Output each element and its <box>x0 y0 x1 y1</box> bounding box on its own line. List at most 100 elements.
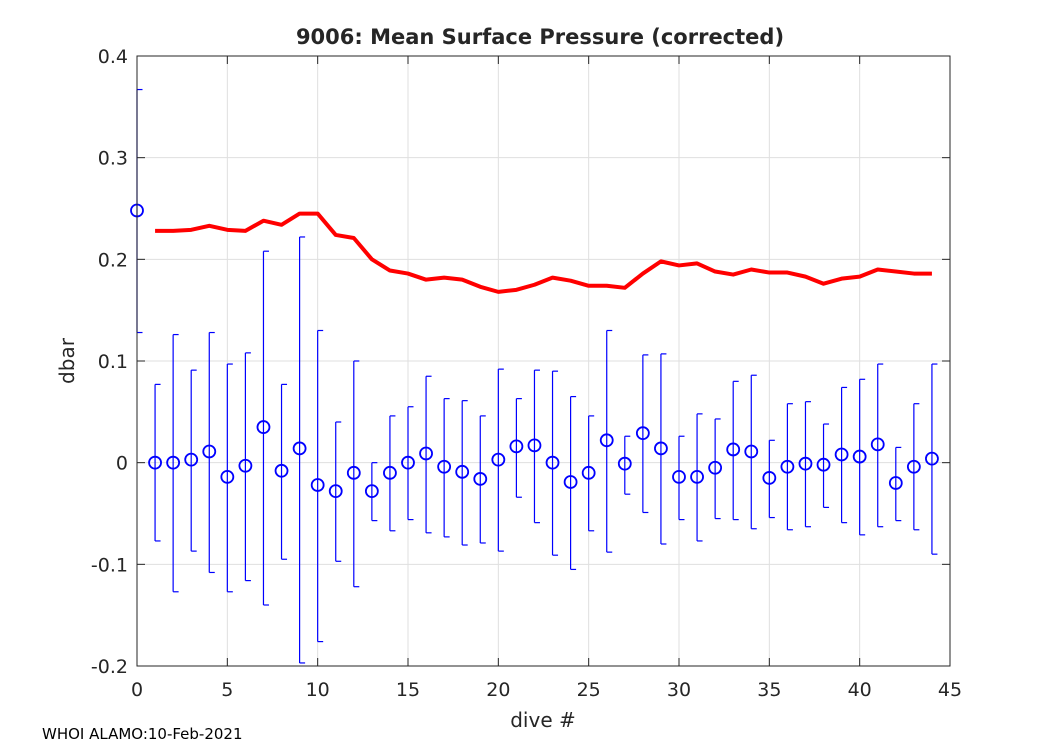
marker-circle <box>256 420 271 434</box>
data-point <box>852 378 867 536</box>
marker-circle <box>635 426 650 441</box>
marker-circle <box>202 444 217 459</box>
x-tick-label: 20 <box>486 679 510 701</box>
data-point <box>834 386 849 524</box>
y-tick-label: -0.2 <box>91 656 128 678</box>
data-point <box>166 333 181 593</box>
data-point <box>274 383 289 560</box>
data-point <box>780 403 795 531</box>
marker-circle <box>148 455 162 470</box>
x-tick-label: 15 <box>396 679 420 701</box>
marker-circle <box>762 471 777 485</box>
data-point <box>437 398 452 538</box>
y-tick-label: -0.1 <box>91 554 128 576</box>
marker-circle <box>527 438 542 453</box>
x-tick-label: 45 <box>938 679 962 701</box>
marker-circle <box>581 465 596 480</box>
marker-circle <box>310 478 325 492</box>
data-point <box>545 370 560 556</box>
data-point <box>383 415 397 532</box>
marker-circle <box>925 451 939 466</box>
data-point <box>346 360 361 588</box>
marker-circle <box>401 455 415 470</box>
marker-circle <box>220 469 235 484</box>
y-tick-label: 0.1 <box>98 351 128 373</box>
marker-circle <box>726 442 741 457</box>
data-point <box>256 250 271 606</box>
data-point <box>310 329 325 643</box>
x-tick-label: 35 <box>757 679 781 701</box>
data-point <box>509 398 524 498</box>
data-point <box>220 363 235 593</box>
errorbar-series <box>130 88 939 664</box>
x-tick-label: 5 <box>221 679 233 701</box>
data-point <box>328 421 343 562</box>
marker-circle <box>364 484 379 499</box>
data-point <box>654 353 668 545</box>
data-point <box>292 236 307 664</box>
data-point <box>762 439 777 519</box>
y-tick-label: 0.3 <box>98 148 128 170</box>
marker-circle <box>509 439 524 454</box>
marker-circle <box>672 469 686 484</box>
marker-circle <box>780 459 795 474</box>
marker-circle <box>870 437 885 452</box>
data-point <box>401 406 415 521</box>
marker-circle <box>798 456 813 471</box>
axis-ticks: 0 5 10 15 20 25 30 35 40 45 -0.2 -0.1 0 0.1 0.2 0.3 0.4 <box>91 46 962 701</box>
marker-circle <box>744 444 759 459</box>
data-point <box>906 403 921 531</box>
data-point <box>238 352 253 582</box>
data-point <box>888 446 903 522</box>
data-point <box>419 375 433 534</box>
data-point <box>473 415 488 544</box>
marker-circle <box>617 456 632 471</box>
data-point <box>925 363 939 555</box>
red-line <box>155 211 932 294</box>
data-point <box>617 435 632 495</box>
marker-circle <box>888 476 903 490</box>
marker-circle <box>545 455 560 470</box>
marker-circle <box>491 452 506 467</box>
marker-circle <box>437 459 452 474</box>
y-tick-label: 0.4 <box>98 46 128 68</box>
data-point <box>726 380 741 521</box>
x-tick-label: 30 <box>667 679 691 701</box>
marker-circle <box>383 465 397 480</box>
data-point <box>202 331 217 574</box>
marker-circle <box>690 469 704 484</box>
data-point <box>798 401 813 528</box>
footer-text: WHOI ALAMO:10-Feb-2021 <box>42 725 243 743</box>
data-point <box>563 395 578 571</box>
x-tick-label: 25 <box>577 679 601 701</box>
marker-circle <box>166 455 181 470</box>
marker-circle <box>906 459 921 474</box>
data-point <box>581 415 596 532</box>
data-point <box>672 435 686 521</box>
marker-circle <box>473 472 488 486</box>
data-point <box>527 369 542 524</box>
marker-circle <box>419 446 433 461</box>
data-point <box>635 354 650 514</box>
data-point <box>184 369 199 552</box>
marker-circle <box>816 457 831 472</box>
data-point <box>455 400 470 546</box>
marker-circle <box>708 460 723 475</box>
data-point <box>599 329 614 553</box>
x-tick-label: 10 <box>306 679 330 701</box>
y-axis-label: dbar <box>55 337 79 384</box>
data-point <box>148 383 162 542</box>
marker-circle <box>852 449 867 464</box>
marker-circle <box>346 465 361 480</box>
marker-circle <box>599 433 614 448</box>
data-point <box>816 423 831 508</box>
marker-circle <box>274 463 289 478</box>
marker-circle <box>292 441 307 456</box>
marker-circle <box>328 484 343 499</box>
chart-title: 9006: Mean Surface Pressure (corrected) <box>296 25 784 49</box>
marker-circle <box>563 475 578 489</box>
marker-circle <box>184 452 199 467</box>
y-tick-label: 0.2 <box>98 249 128 271</box>
data-point <box>708 418 723 520</box>
